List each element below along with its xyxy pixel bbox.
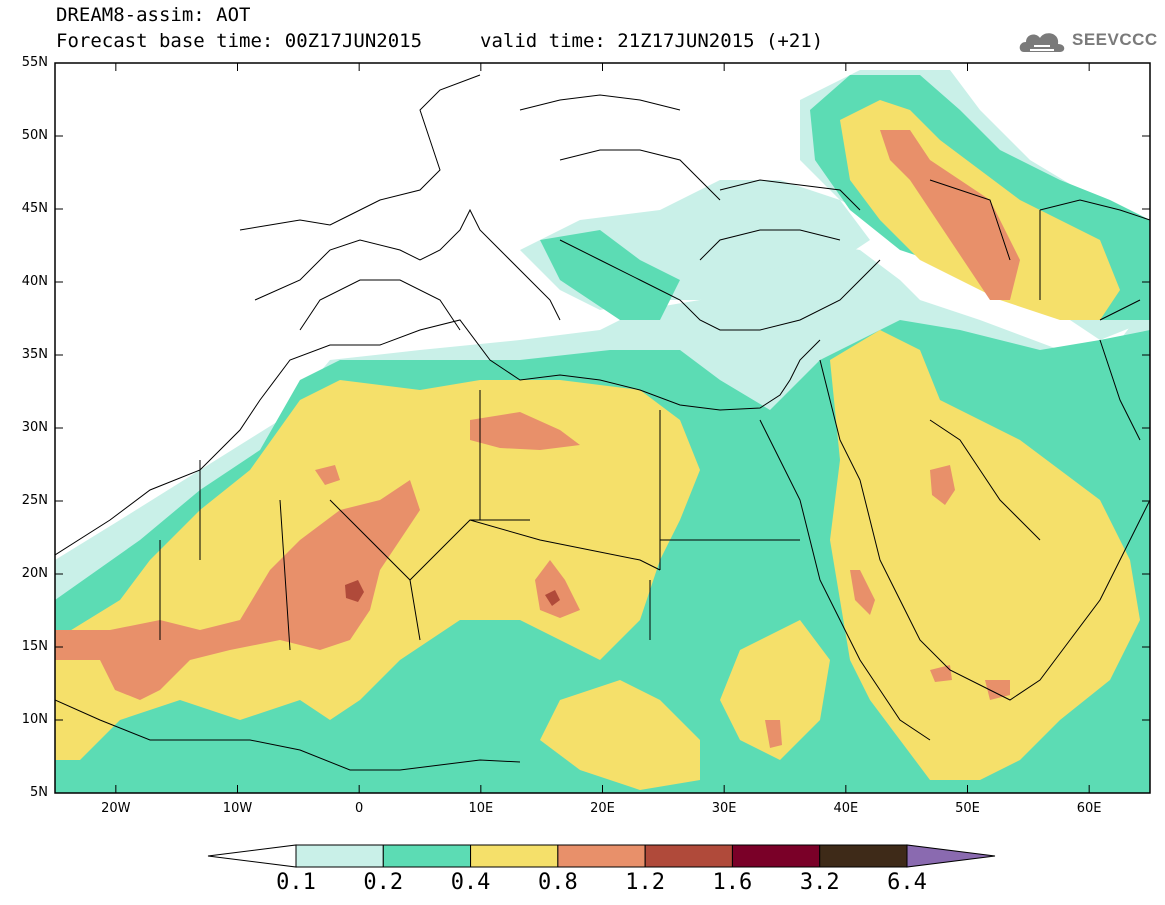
lat-label: 25N xyxy=(21,493,48,508)
lat-label: 55N xyxy=(21,55,48,70)
lat-label: 35N xyxy=(21,347,48,362)
colorbar-label: 6.4 xyxy=(887,870,927,895)
lon-label: 60E xyxy=(1076,801,1102,816)
lon-label: 40E xyxy=(833,801,859,816)
colorbar-label: 1.2 xyxy=(625,870,666,895)
colorbar-label: 0.1 xyxy=(276,870,316,895)
lon-label: 0 xyxy=(355,801,364,816)
lon-label: 20E xyxy=(590,801,615,816)
lat-label: 50N xyxy=(21,128,48,143)
lat-label: 15N xyxy=(21,639,48,654)
lat-label: 10N xyxy=(21,712,48,727)
lat-label: 40N xyxy=(21,274,48,289)
map-title: DREAM8-assim: AOT xyxy=(56,4,251,26)
colorbar-label: 0.2 xyxy=(363,870,404,895)
lat-label: 45N xyxy=(21,201,48,216)
lon-label: 50E xyxy=(955,801,980,816)
colorbar-label: 0.8 xyxy=(537,870,578,895)
lon-label: 10W xyxy=(222,801,253,816)
colorbar-label: 1.6 xyxy=(712,870,753,895)
lat-label: 30N xyxy=(21,420,48,435)
lat-label: 5N xyxy=(30,785,48,800)
aot-band-0.8 xyxy=(55,130,1020,748)
colorbar-label: 3.2 xyxy=(799,870,840,895)
lat-label: 20N xyxy=(21,566,48,581)
cloud-icon xyxy=(1019,33,1065,52)
valid-time-label: valid time: 21Z17JUN2015 (+21) xyxy=(480,30,824,52)
lon-label: 30E xyxy=(711,801,737,816)
logo-text: SEEVCCC xyxy=(1072,30,1158,49)
coastline-borders xyxy=(55,74,1150,771)
base-time-label: Forecast base time: 00Z17JUN2015 xyxy=(56,30,423,52)
colorbar-label: 0.4 xyxy=(450,870,491,895)
lon-label: 10E xyxy=(468,801,494,816)
lon-label: 20W xyxy=(101,801,131,816)
aot-band-1.2 xyxy=(345,580,560,606)
